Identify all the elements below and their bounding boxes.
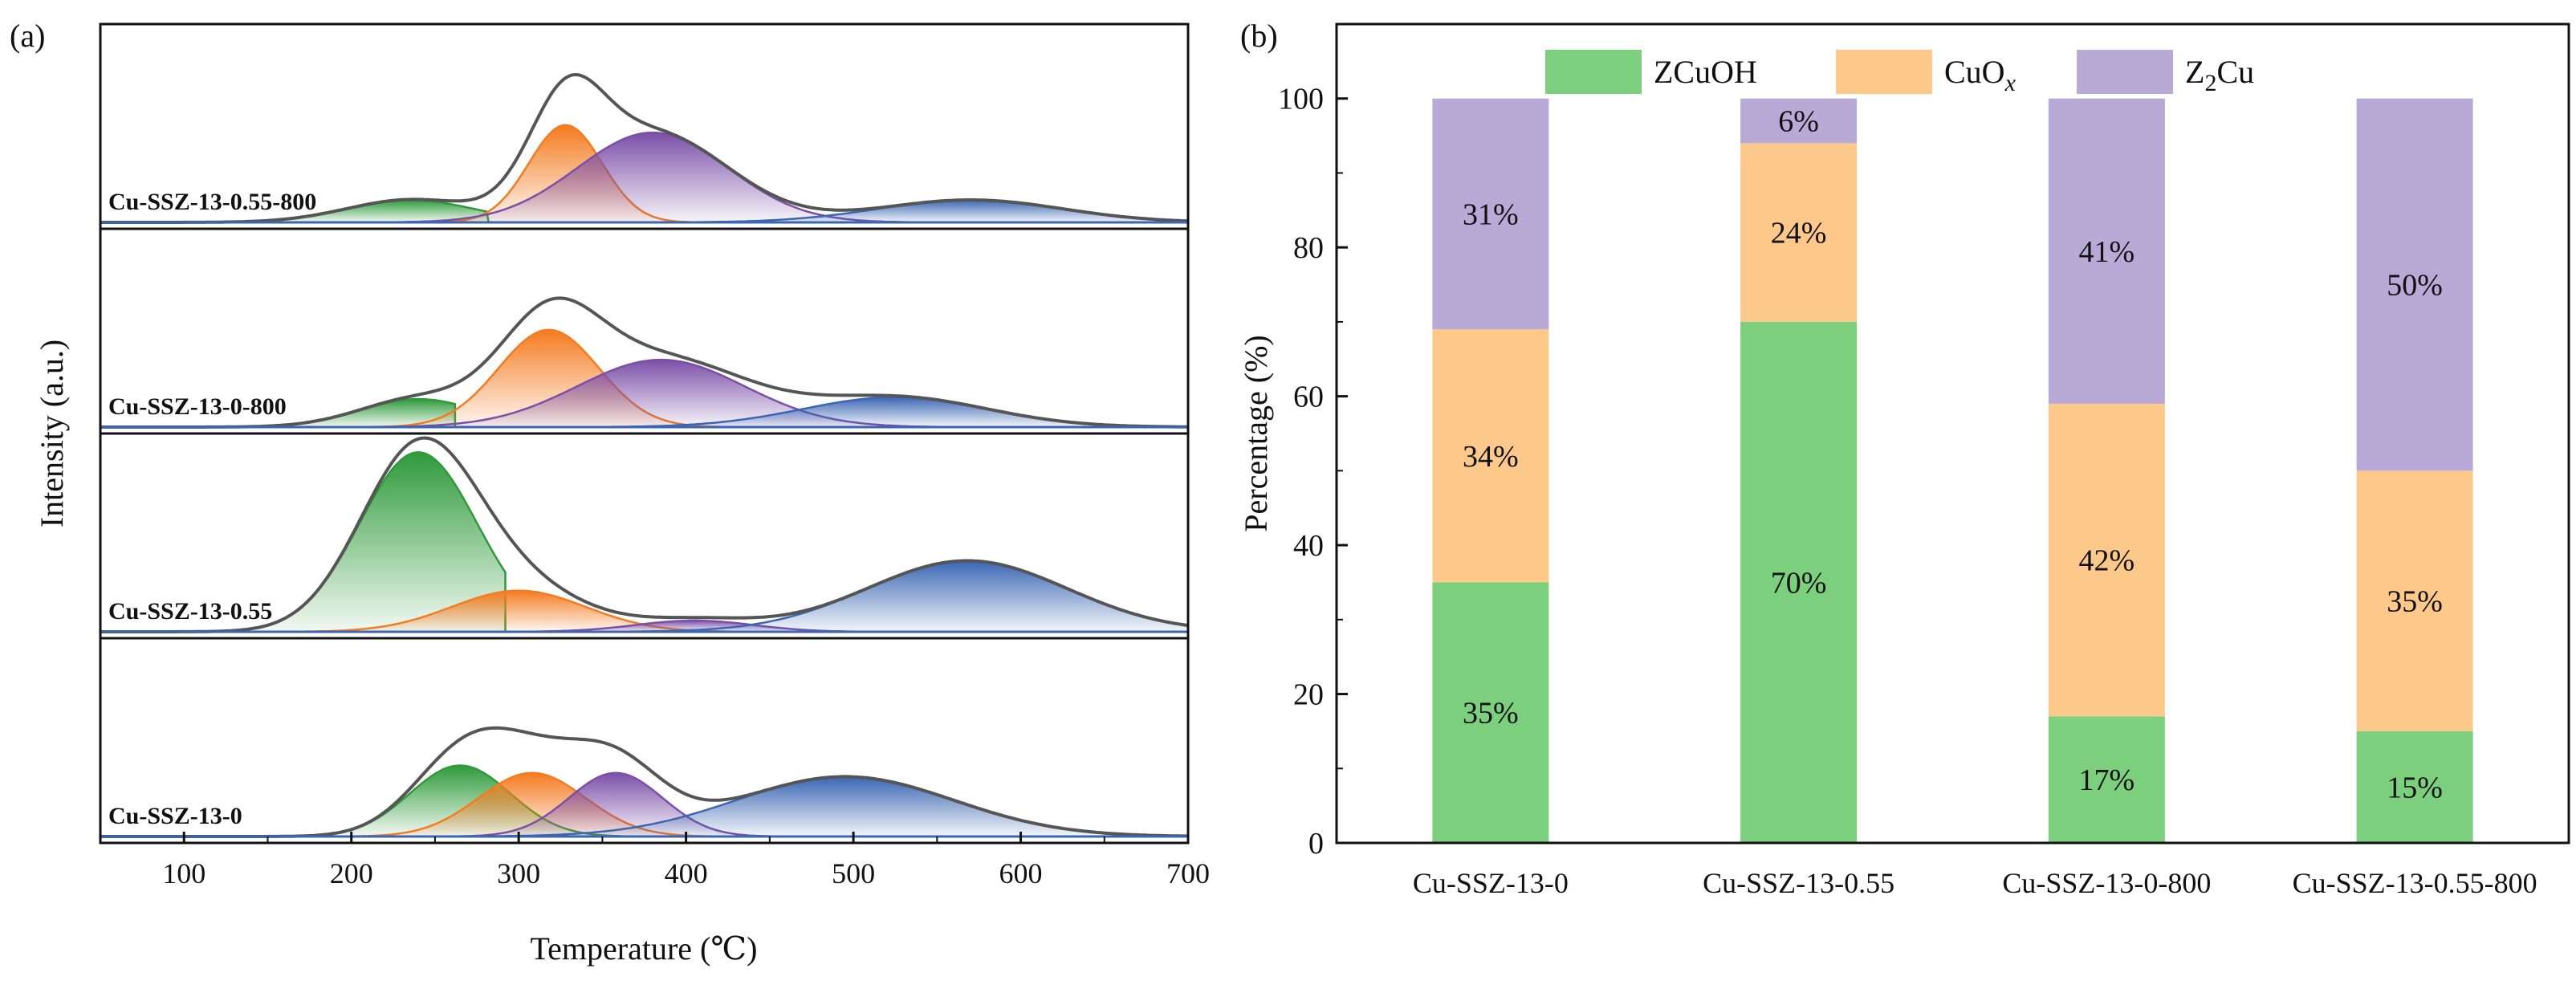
bar-segment-ZCuOH xyxy=(1740,321,1858,844)
bar-segment-Z2Cu xyxy=(1432,98,1549,330)
panel-b-y-axis-label: Percentage (%) xyxy=(1238,335,1274,531)
bar-segment-Z2Cu xyxy=(2048,98,2165,404)
category-label: Cu-SSZ-13-0 xyxy=(1413,867,1569,899)
panel-a-x-ticks: 100 200 300 400 500 600 700 xyxy=(162,832,1210,889)
segment-percent-label: 41% xyxy=(2079,235,2135,269)
bar-segment-Z2Cu xyxy=(1740,98,1858,144)
bar-Cu-SSZ-13-0: 35% 34% 31% xyxy=(1432,98,1549,843)
segment-percent-label: 34% xyxy=(1463,440,1519,474)
y-tick-label: 100 xyxy=(1278,83,1324,116)
bar-segment-ZCuOH xyxy=(2356,731,2473,843)
trace-Cu-SSZ-13-0 xyxy=(100,726,1189,838)
category-label: Cu-SSZ-13-0.55 xyxy=(1703,867,1894,899)
segment-percent-label: 6% xyxy=(1778,105,1819,139)
y-tick-label: 60 xyxy=(1293,381,1324,414)
legend: ZCuOH CuOx Z2Cu xyxy=(1545,50,2254,96)
category-label: Cu-SSZ-13-0.55-800 xyxy=(2293,867,2537,899)
legend-item-ZCuOH: ZCuOH xyxy=(1545,50,1757,94)
segment-percent-label: 35% xyxy=(2387,585,2443,619)
segment-percent-label: 24% xyxy=(1771,217,1827,250)
y-tick-label: 0 xyxy=(1308,827,1324,861)
trace-Cu-SSZ-13-0.55 xyxy=(100,436,1190,633)
panel-a-sample-labels: Cu-SSZ-13-0.55-800 Cu-SSZ-13-0-800 Cu-SSZ-… xyxy=(108,189,316,829)
segment-percent-label: 42% xyxy=(2079,544,2135,578)
bar-segment-ZCuOH xyxy=(2048,716,2165,843)
y-tick-label: 40 xyxy=(1293,529,1324,563)
segment-percent-label: 31% xyxy=(1463,197,1519,231)
segment-percent-label: 35% xyxy=(1463,697,1519,731)
panel-a-label: (a) xyxy=(10,18,45,54)
bar-segment-CuOx xyxy=(1740,143,1858,322)
bar-segment-CuOx xyxy=(2356,470,2473,731)
legend-label: Z2Cu xyxy=(2185,54,2254,96)
bar-Cu-SSZ-13-0.55-800: 15% 35% 50% xyxy=(2356,98,2473,843)
legend-swatch xyxy=(1545,50,1642,94)
x-tick-label: 400 xyxy=(665,857,708,889)
segment-percent-label: 70% xyxy=(1771,566,1827,600)
bar-segments: 35% 34% 31% 70% 24% 6% 17% 42% 41% 15% 35% 50% xyxy=(1432,98,2473,844)
panel-a-separators xyxy=(100,227,1188,640)
panel-b-category-labels: Cu-SSZ-13-0 Cu-SSZ-13-0.55 Cu-SSZ-13-0-800… xyxy=(1413,867,2537,899)
bar-segment-CuOx xyxy=(2048,403,2165,717)
category-label: Cu-SSZ-13-0-800 xyxy=(2002,867,2211,899)
envelope-line xyxy=(100,72,1189,224)
bar-Cu-SSZ-13-0.55: 70% 24% 6% xyxy=(1740,98,1858,844)
segment-percent-label: 50% xyxy=(2387,269,2443,303)
legend-item-Z2Cu: Z2Cu xyxy=(2077,50,2254,96)
y-tick-label: 20 xyxy=(1293,678,1324,712)
panel-a-x-axis-label: Temperature (℃) xyxy=(531,930,758,967)
peak-high-T xyxy=(565,560,1190,633)
panel-a-tpr-profiles: 100 200 300 400 500 600 700 Cu-SSZ-13-0.55-800… xyxy=(34,22,1210,967)
envelope-line xyxy=(100,436,1189,633)
panel-b-y-ticks: 0 20 40 60 80 100 xyxy=(1278,83,1348,861)
sample-label: Cu-SSZ-13-0.55 xyxy=(108,598,272,625)
legend-item-CuOx: CuOx xyxy=(1836,50,2016,96)
y-tick-label: 80 xyxy=(1293,231,1324,265)
sample-label: Cu-SSZ-13-0.55-800 xyxy=(108,189,316,215)
sample-label: Cu-SSZ-13-0 xyxy=(108,803,242,829)
tpr-traces xyxy=(100,72,1190,838)
x-tick-label: 600 xyxy=(999,857,1043,889)
bar-segment-CuOx xyxy=(1432,329,1549,583)
trace-Cu-SSZ-13-0-800 xyxy=(100,296,1189,429)
panel-b-stacked-bar: 35% 34% 31% 70% 24% 6% 17% 42% 41% 15% 35% 50% 0 20 4… xyxy=(1238,22,2570,899)
panel-b-label: (b) xyxy=(1240,18,1278,54)
x-tick-label: 300 xyxy=(497,857,540,889)
x-tick-label: 100 xyxy=(162,857,206,889)
panel-b-frame xyxy=(1335,22,2570,845)
x-tick-label: 700 xyxy=(1166,857,1210,889)
legend-swatch xyxy=(1836,50,1932,94)
bar-segment-ZCuOH xyxy=(1432,582,1549,843)
legend-label: CuOx xyxy=(1944,54,2016,96)
trace-Cu-SSZ-13-0.55-800 xyxy=(100,72,1190,224)
segment-percent-label: 17% xyxy=(2079,763,2135,797)
sample-label: Cu-SSZ-13-0-800 xyxy=(108,393,287,420)
panel-a-y-axis-label: Intensity (a.u.) xyxy=(34,340,70,527)
x-tick-label: 200 xyxy=(330,857,373,889)
bar-segment-Z2Cu xyxy=(2356,98,2473,471)
segment-percent-label: 15% xyxy=(2387,771,2443,804)
x-tick-label: 500 xyxy=(832,857,875,889)
envelope-line xyxy=(100,296,1189,429)
legend-swatch xyxy=(2077,50,2173,94)
legend-label: ZCuOH xyxy=(1654,54,1757,90)
bar-Cu-SSZ-13-0-800: 17% 42% 41% xyxy=(2048,98,2165,843)
